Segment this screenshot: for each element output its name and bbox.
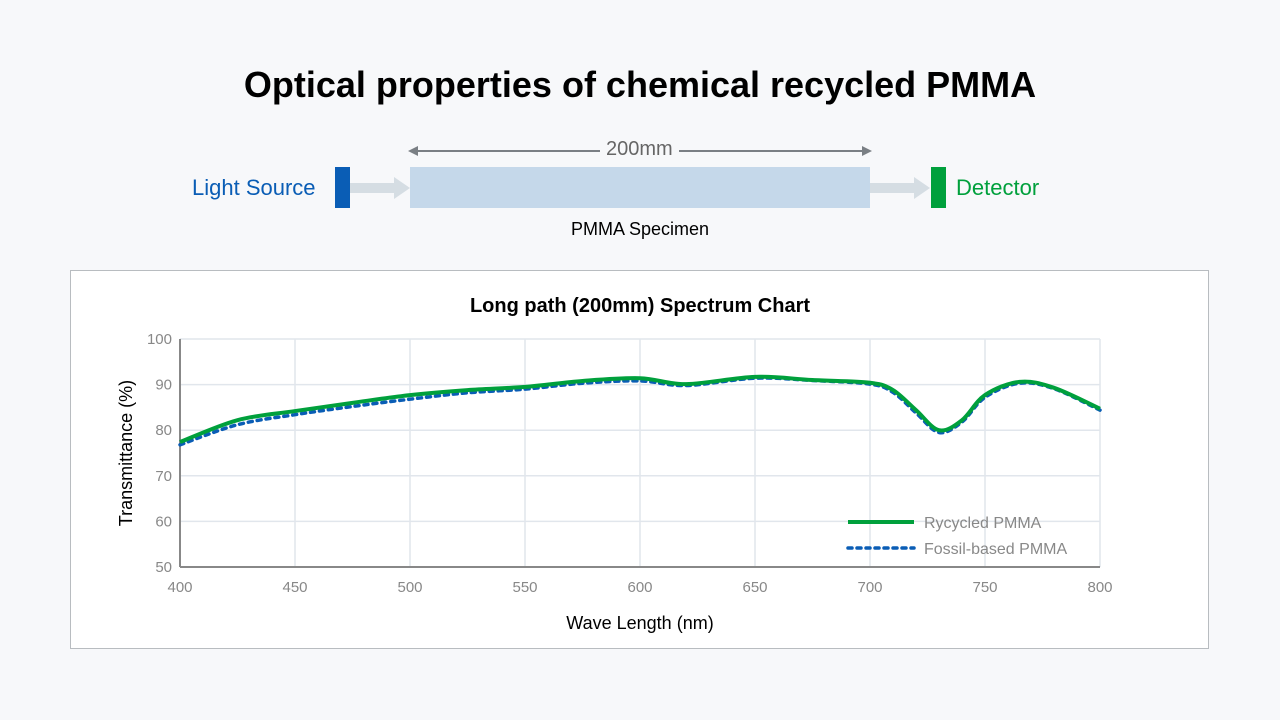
light-source-label: Light Source bbox=[192, 175, 316, 200]
length-label: 200mm bbox=[600, 138, 679, 161]
series-line-recycled bbox=[179, 374, 1101, 444]
x-tick-label: 700 bbox=[857, 579, 882, 596]
pmma-specimen bbox=[410, 167, 870, 208]
y-tick-label: 70 bbox=[155, 468, 172, 485]
chart-title: Long path (200mm) Spectrum Chart bbox=[470, 295, 810, 317]
x-tick-label: 600 bbox=[627, 579, 652, 596]
x-tick-label: 750 bbox=[972, 579, 997, 596]
x-tick-label: 800 bbox=[1087, 579, 1112, 596]
x-tick-label: 500 bbox=[397, 579, 422, 596]
y-tick-label: 90 bbox=[155, 377, 172, 394]
light-source-icon bbox=[335, 167, 350, 208]
detector-icon bbox=[931, 167, 946, 208]
x-tick-label: 550 bbox=[512, 579, 537, 596]
x-tick-label: 400 bbox=[167, 579, 192, 596]
page-title: Optical properties of chemical recycled … bbox=[243, 64, 1037, 105]
y-tick-label: 50 bbox=[155, 559, 172, 576]
specimen-label: PMMA Specimen bbox=[570, 219, 710, 239]
x-tick-label: 650 bbox=[742, 579, 767, 596]
y-tick-label: 80 bbox=[155, 422, 172, 439]
y-tick-label: 60 bbox=[155, 513, 172, 530]
x-axis-label: Wave Length (nm) bbox=[566, 613, 713, 633]
y-axis-label: Transmittance (%) bbox=[116, 380, 136, 526]
legend-label: Fossil-based PMMA bbox=[924, 541, 1067, 558]
detector-label: Detector bbox=[956, 175, 1040, 200]
arrow-out-icon bbox=[870, 177, 930, 199]
legend-label: Rycycled PMMA bbox=[924, 515, 1042, 532]
x-tick-label: 450 bbox=[282, 579, 307, 596]
arrow-in-icon bbox=[350, 177, 410, 199]
y-tick-label: 100 bbox=[147, 331, 172, 348]
